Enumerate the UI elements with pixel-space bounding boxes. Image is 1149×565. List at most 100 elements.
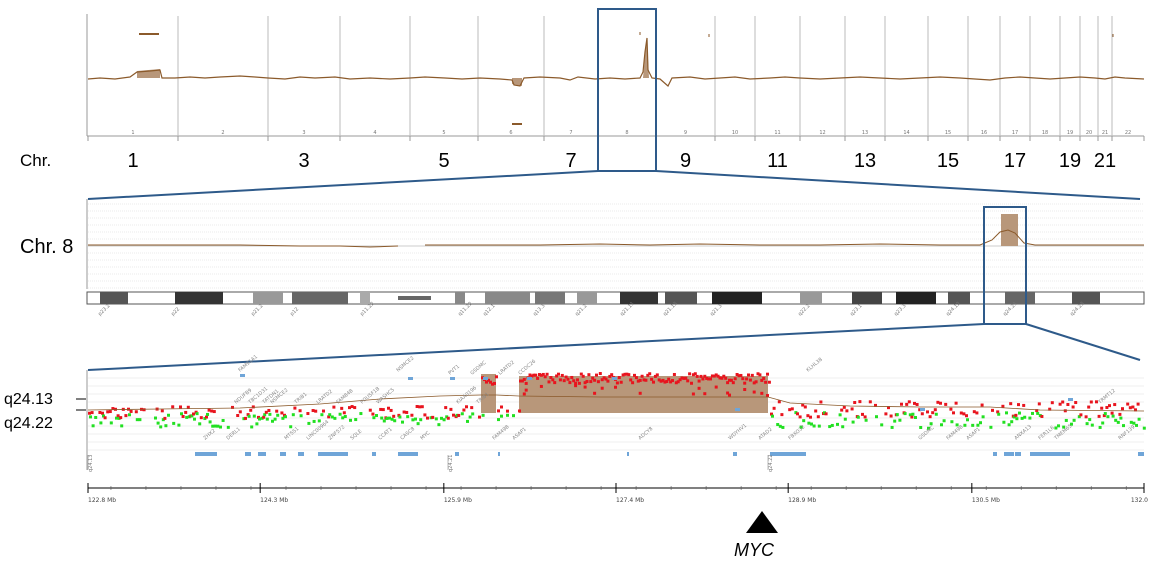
chromosome-tick-label: 16 [981, 130, 987, 136]
band-q11 [455, 292, 465, 304]
chromosome-tick-label: 4 [373, 130, 376, 136]
probe-point [729, 378, 733, 382]
probe-point [341, 416, 345, 420]
probe-point [703, 374, 707, 378]
probe-point [623, 372, 627, 376]
probe-point [799, 425, 803, 429]
probe-point [819, 400, 823, 404]
probe-point [393, 419, 397, 423]
probe-point [864, 418, 868, 422]
probe-point [1090, 423, 1094, 427]
genome-row-label: Chr. [20, 151, 51, 170]
probe-point [385, 416, 389, 420]
probe-point [512, 414, 515, 418]
probe-point [446, 416, 450, 420]
probe-point [264, 410, 268, 414]
probe-point [1014, 413, 1018, 417]
probe-point [714, 385, 718, 389]
probe-point [359, 412, 363, 416]
probe-point [918, 408, 922, 412]
probe-point [686, 379, 690, 383]
probe-point [522, 377, 526, 381]
probe-point [388, 416, 391, 420]
probe-point [963, 423, 967, 427]
probe-point [790, 407, 794, 411]
probe-point [115, 416, 118, 420]
probe-point [1113, 403, 1117, 407]
gene-label: NSMCE2 [395, 355, 415, 373]
probe-point [120, 424, 124, 428]
probe-point [1012, 415, 1016, 419]
probe-point [390, 417, 394, 421]
probe-point [602, 376, 606, 380]
gene-bar [280, 452, 286, 456]
probe-point [342, 411, 346, 415]
probe-point [587, 373, 591, 377]
probe-point [268, 412, 272, 416]
probe-point [1066, 403, 1070, 407]
band-q13 [535, 292, 565, 304]
chromosome-tick-label: 12 [819, 130, 825, 136]
probe-point [353, 406, 357, 410]
probe-point [109, 421, 113, 425]
chr8-band-label: p21.2 [250, 303, 264, 317]
probe-point [541, 372, 545, 376]
probe-point [380, 416, 384, 420]
band-p11 [360, 292, 370, 304]
probe-point [1061, 400, 1065, 404]
probe-point [709, 377, 712, 381]
probe-point [493, 381, 496, 385]
probe-point [1111, 414, 1115, 418]
probe-point [975, 411, 979, 415]
probe-point [172, 421, 176, 425]
probe-point [1137, 417, 1141, 421]
probe-point [1126, 402, 1130, 406]
probe-point [874, 403, 877, 407]
probe-point [807, 421, 811, 425]
detail-cn-trace [87, 394, 1145, 412]
probe-point [251, 405, 255, 409]
probe-point [566, 377, 570, 381]
probe-point [650, 377, 654, 381]
probe-point [101, 411, 104, 415]
probe-point [1135, 423, 1138, 427]
probe-point [551, 378, 555, 382]
probe-point [530, 374, 534, 378]
gene-label: LRATD2 [497, 360, 516, 377]
probe-point [737, 374, 741, 378]
probe-point [88, 411, 91, 415]
probe-point [1079, 413, 1083, 417]
probe-point [138, 418, 142, 422]
probe-point [950, 420, 954, 424]
axis-tick-label: 124.3 Mb [260, 497, 288, 504]
probe-point [320, 413, 324, 417]
probe-point [167, 413, 170, 417]
probe-point [500, 405, 503, 409]
chromosome-tick-label: 19 [1067, 130, 1073, 136]
probe-point [392, 414, 396, 418]
probe-point [312, 419, 316, 423]
probe-point [593, 378, 597, 382]
chr8-band-label: q21.3 [709, 303, 723, 317]
gene-bar-small [240, 374, 245, 377]
probe-point [1087, 405, 1091, 409]
gene-bar [770, 452, 806, 456]
probe-point [1001, 404, 1005, 408]
probe-point [640, 374, 644, 378]
chromosome-tick-label: 9 [684, 130, 687, 136]
probe-point [940, 423, 943, 427]
probe-point [314, 409, 318, 413]
probe-point [211, 424, 215, 428]
probe-point [98, 410, 102, 414]
gene-label: ANXA13 [1013, 424, 1032, 442]
probe-point [208, 420, 212, 424]
probe-point [518, 409, 521, 413]
probe-point [181, 414, 185, 418]
probe-point [497, 418, 500, 422]
probe-point [944, 402, 948, 406]
probe-point [853, 401, 857, 405]
probe-point [231, 405, 234, 409]
probe-point [781, 425, 785, 429]
band-q23-1 [852, 292, 882, 304]
probe-point [382, 419, 386, 423]
